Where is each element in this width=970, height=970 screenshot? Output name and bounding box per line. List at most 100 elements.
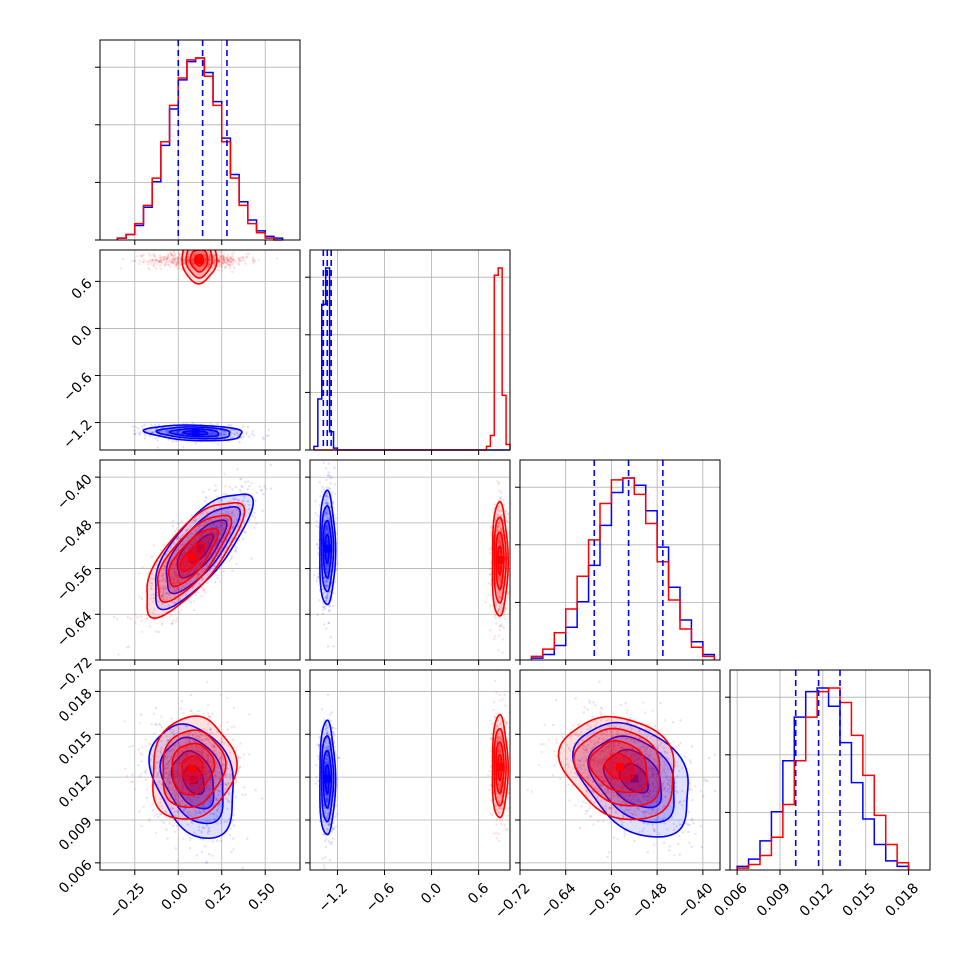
scatter-point bbox=[315, 524, 318, 528]
scatter-point bbox=[160, 575, 164, 578]
scatter-point bbox=[209, 530, 212, 533]
scatter-point bbox=[499, 575, 503, 579]
scatter-point bbox=[222, 763, 226, 766]
scatter-point bbox=[208, 256, 211, 259]
histogram-series_b bbox=[530, 477, 716, 660]
scatter-point bbox=[199, 525, 202, 528]
scatter-point bbox=[209, 539, 212, 542]
scatter-point bbox=[314, 500, 317, 503]
scatter-point bbox=[196, 812, 199, 815]
scatter-point bbox=[214, 752, 218, 756]
scatter-point bbox=[207, 712, 210, 715]
scatter-point bbox=[234, 796, 238, 799]
scatter-point bbox=[165, 562, 169, 565]
scatter-point bbox=[193, 253, 196, 257]
scatter-point bbox=[497, 575, 501, 579]
scatter-point bbox=[225, 430, 228, 434]
scatter-point bbox=[326, 526, 330, 529]
scatter-point bbox=[158, 254, 162, 257]
scatter-point bbox=[202, 769, 206, 773]
scatter-point bbox=[496, 526, 499, 529]
scatter-point bbox=[186, 555, 189, 558]
panel-frame bbox=[99, 459, 301, 661]
scatter-point bbox=[194, 442, 197, 445]
scatter-point bbox=[226, 512, 229, 516]
scatter-point bbox=[213, 254, 216, 257]
scatter-point bbox=[233, 514, 236, 517]
scatter-point bbox=[204, 509, 207, 513]
scatter-point bbox=[203, 763, 207, 766]
scatter-point bbox=[197, 591, 200, 594]
scatter-point bbox=[232, 526, 235, 530]
scatter-point bbox=[151, 809, 155, 812]
scatter-point bbox=[193, 264, 197, 267]
scatter-point bbox=[226, 256, 229, 259]
scatter-point bbox=[168, 559, 171, 562]
contour-series_a bbox=[181, 250, 218, 285]
scatter-point bbox=[152, 600, 155, 603]
scatter-point bbox=[200, 811, 203, 814]
scatter-point bbox=[189, 579, 192, 582]
scatter-point bbox=[152, 253, 155, 256]
scatter-point bbox=[185, 752, 188, 756]
scatter-point bbox=[206, 754, 209, 757]
scatter-point bbox=[194, 734, 197, 737]
scatter-point bbox=[330, 491, 333, 494]
scatter-point bbox=[230, 555, 234, 559]
scatter-point bbox=[151, 431, 154, 434]
scatter-point bbox=[325, 527, 328, 530]
scatter-point bbox=[174, 744, 177, 747]
scatter-point bbox=[229, 258, 232, 261]
scatter-point bbox=[498, 541, 502, 544]
scatter-point bbox=[180, 554, 184, 557]
scatter-point bbox=[200, 783, 204, 787]
scatter-point bbox=[205, 737, 209, 740]
scatter-point bbox=[251, 514, 254, 518]
scatter-point bbox=[498, 539, 501, 543]
scatter-point bbox=[210, 760, 213, 763]
scatter-point bbox=[190, 525, 193, 528]
scatter-point bbox=[175, 766, 179, 769]
scatter-point bbox=[179, 257, 182, 261]
scatter-point bbox=[162, 257, 166, 260]
scatter-point bbox=[232, 428, 235, 432]
scatter-point bbox=[165, 553, 168, 556]
scatter-point bbox=[195, 577, 198, 580]
scatter-point bbox=[159, 801, 162, 804]
scatter-point bbox=[152, 431, 155, 434]
scatter-point bbox=[233, 545, 237, 549]
scatter-point bbox=[228, 791, 231, 794]
scatter-point bbox=[159, 590, 162, 594]
scatter-point bbox=[216, 761, 219, 764]
scatter-point bbox=[209, 531, 212, 535]
scatter-point bbox=[326, 525, 329, 528]
scatter-point bbox=[166, 777, 170, 780]
scatter-point bbox=[175, 582, 178, 585]
scatter-point bbox=[313, 574, 316, 577]
scatter-point bbox=[243, 530, 246, 533]
scatter-point bbox=[324, 565, 328, 568]
scatter-point bbox=[218, 803, 221, 806]
scatter-point bbox=[184, 753, 187, 757]
scatter-point bbox=[173, 732, 176, 735]
scatter-point bbox=[327, 605, 330, 608]
scatter-point bbox=[228, 751, 232, 754]
panel-frame bbox=[729, 669, 931, 871]
scatter-point bbox=[215, 488, 218, 492]
scatter-point bbox=[218, 531, 222, 534]
scatter-point bbox=[160, 812, 163, 815]
scatter-point bbox=[176, 770, 179, 773]
scatter-point bbox=[209, 715, 212, 718]
scatter-point bbox=[200, 570, 203, 573]
scatter-point bbox=[500, 529, 503, 532]
scatter-point bbox=[325, 494, 328, 497]
scatter-point bbox=[151, 803, 155, 806]
scatter-point bbox=[172, 565, 175, 568]
scatter-point bbox=[223, 259, 227, 262]
scatter-point bbox=[215, 787, 219, 791]
scatter-point bbox=[498, 522, 501, 525]
scatter-point bbox=[172, 601, 175, 604]
scatter-point bbox=[196, 550, 199, 553]
scatter-point bbox=[175, 562, 178, 565]
scatter-point bbox=[167, 263, 170, 266]
